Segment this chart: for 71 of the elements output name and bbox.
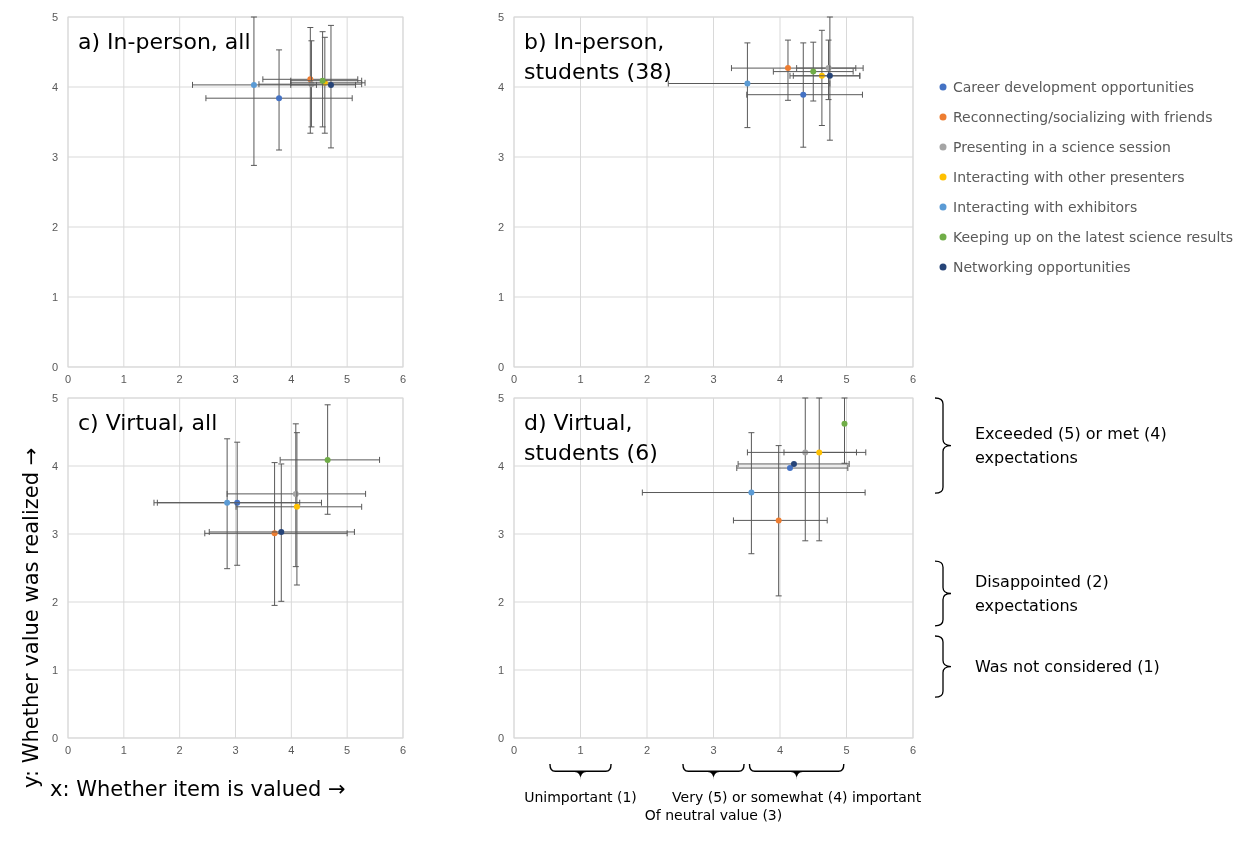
y-tick-label: 1 xyxy=(497,664,504,676)
x-tick-label: 0 xyxy=(510,373,518,385)
y-tick-label: 5 xyxy=(497,11,504,23)
legend-label: Career development opportunities xyxy=(953,79,1195,95)
y-tick-label: 4 xyxy=(51,460,58,472)
x-tick-label: 4 xyxy=(288,373,295,385)
x-axis-title: x: Whether item is valued → xyxy=(50,777,346,801)
y-tick-label: 2 xyxy=(51,221,58,233)
y-tick-label: 0 xyxy=(51,361,58,373)
x-tick-label: 0 xyxy=(510,744,518,756)
x-tick-label: 5 xyxy=(344,373,351,385)
x-tick-label: 4 xyxy=(288,744,295,756)
legend-label: Keeping up on the latest science results xyxy=(953,229,1234,245)
x-tick-label: 6 xyxy=(909,744,917,756)
x-tick-label: 4 xyxy=(776,373,784,385)
x-tick-label: 1 xyxy=(120,373,127,385)
x-tick-label: 3 xyxy=(710,744,717,756)
text: c) Virtual, all xyxy=(78,410,218,435)
y-tick-label: 4 xyxy=(497,460,504,472)
x-tick-label: 2 xyxy=(643,744,651,756)
y-tick-label: 3 xyxy=(51,528,58,540)
x-tick-label: 3 xyxy=(232,744,239,756)
legend-label: Networking opportunities xyxy=(953,259,1131,275)
x-tick-label: 3 xyxy=(710,373,717,385)
y-tick-label: 2 xyxy=(497,221,504,233)
y-tick-label: 2 xyxy=(51,596,58,608)
y-tick-label: 1 xyxy=(497,291,504,303)
text: Unimportant (1) xyxy=(524,789,637,805)
x-tick-label: 6 xyxy=(909,373,917,385)
y-tick-label: 0 xyxy=(51,732,58,744)
x-tick-label: 5 xyxy=(843,744,850,756)
text: a) In-person, all xyxy=(78,29,251,54)
legend-label: Interacting with other presenters xyxy=(953,169,1185,185)
y-axis-title: y: Whether value was realized → xyxy=(19,447,43,788)
text: Exceeded (5) or met (4) expectations xyxy=(975,423,1167,467)
y-tick-label: 1 xyxy=(51,291,58,303)
y-tick-label: 5 xyxy=(51,11,58,23)
text: Disappointed (2) expectations xyxy=(975,571,1109,615)
y-tick-label: 3 xyxy=(497,528,504,540)
x-tick-label: 1 xyxy=(577,373,584,385)
text: Very (5) or somewhat (4) important xyxy=(672,789,922,805)
y-tick-label: 3 xyxy=(51,151,58,163)
x-tick-label: 2 xyxy=(643,373,651,385)
text: Was not considered (1) xyxy=(975,656,1160,676)
x-tick-label: 4 xyxy=(776,744,784,756)
x-tick-label: 5 xyxy=(344,744,351,756)
x-tick-label: 5 xyxy=(843,373,850,385)
x-tick-label: 2 xyxy=(176,744,183,756)
x-tick-label: 1 xyxy=(120,744,127,756)
y-tick-label: 3 xyxy=(497,151,504,163)
text: d) Virtual, students (6) xyxy=(524,410,658,465)
y-tick-label: 0 xyxy=(497,361,504,373)
legend-label: Presenting in a science session xyxy=(953,139,1171,155)
x-tick-label: 6 xyxy=(399,744,407,756)
x-tick-label: 2 xyxy=(176,373,183,385)
y-tick-label: 4 xyxy=(497,81,504,93)
text: Of neutral value (3) xyxy=(644,807,783,823)
x-tick-label: 0 xyxy=(64,373,72,385)
y-tick-label: 1 xyxy=(51,664,58,676)
x-tick-label: 6 xyxy=(399,373,407,385)
y-tick-label: 5 xyxy=(51,392,58,404)
text: b) In-person, students (38) xyxy=(524,29,672,84)
y-tick-label: 2 xyxy=(497,596,504,608)
legend-label: Reconnecting/socializing with friends xyxy=(953,109,1213,125)
x-tick-label: 3 xyxy=(232,373,239,385)
y-tick-label: 0 xyxy=(497,732,504,744)
x-tick-label: 0 xyxy=(64,744,72,756)
y-tick-label: 5 xyxy=(497,392,504,404)
legend-label: Interacting with exhibitors xyxy=(953,199,1138,215)
x-tick-label: 1 xyxy=(577,744,584,756)
y-tick-label: 4 xyxy=(51,81,58,93)
